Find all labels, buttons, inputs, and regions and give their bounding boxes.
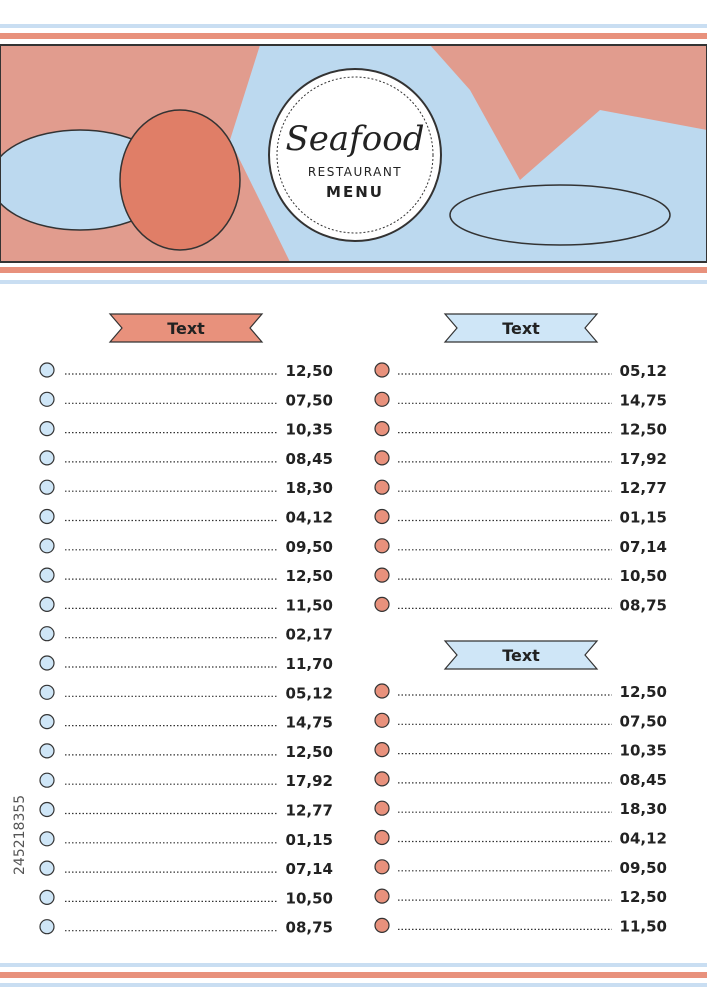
bullet [374,596,390,613]
bullet [39,567,55,583]
price: 12,50 [620,683,667,701]
section-heading: Text [167,319,205,338]
bullet [39,684,55,700]
bullet [374,829,390,846]
price: 01,15 [286,831,333,849]
bullet [39,626,55,642]
price: 10,50 [620,567,667,585]
price: 09,50 [286,538,333,556]
price: 02,17 [286,626,333,644]
menu-label: MENU [326,183,384,201]
bullet [39,743,55,759]
bullet [374,888,390,904]
section-heading: Text [502,319,540,338]
price: 12,77 [620,479,667,497]
bullet [374,391,390,407]
bullet [39,831,55,847]
price: 12,50 [286,743,333,761]
section-heading: Text [502,646,540,665]
bullet [39,889,55,906]
price: 10,35 [286,421,333,439]
subtitle: RESTAURANT [308,165,402,179]
price: 14,75 [620,391,667,409]
bullet [374,421,390,437]
bullet [374,917,390,934]
bullet [374,712,390,728]
price: 08,45 [620,771,667,789]
price: 08,45 [286,450,333,468]
ribbon [108,313,264,343]
bullet [39,655,55,671]
bullet [374,362,390,378]
price: 08,75 [286,919,333,937]
ribbon [443,640,599,670]
bullet [374,538,390,554]
price: 12,77 [286,802,333,820]
price: 07,50 [286,391,333,409]
bullet [374,450,390,466]
price: 05,12 [286,684,333,702]
bullet [39,508,55,525]
price: 08,75 [620,596,667,614]
bullet [374,683,390,699]
bullet [374,741,390,758]
bullet [39,713,55,730]
price: 12,50 [286,362,333,380]
price: 12,50 [620,421,667,439]
price: 14,75 [286,714,333,732]
bullet [374,567,390,583]
price: 12,50 [286,567,333,585]
bullet [39,538,55,554]
price: 10,35 [620,742,667,760]
bullet [374,771,390,787]
price: 12,50 [620,888,667,906]
bullet [39,919,55,935]
decor [0,24,707,987]
price: 05,12 [620,362,667,380]
price: 09,50 [620,859,667,877]
bullet [39,479,55,495]
bullet [374,479,390,495]
price: 01,15 [620,509,667,527]
price: 07,50 [620,712,667,730]
price: 04,12 [286,509,333,527]
bullet [39,421,55,437]
price: 17,92 [620,450,667,468]
price: 11,70 [286,655,333,673]
price: 18,30 [286,479,333,497]
bullet [39,362,55,378]
price: 04,12 [620,830,667,848]
bullet [374,800,390,816]
price: 07,14 [286,860,333,878]
price: 07,14 [620,538,667,556]
price: 18,30 [620,800,667,818]
price: 11,50 [620,917,667,935]
price: 11,50 [286,596,333,614]
price: 10,50 [286,889,333,907]
bullet [374,508,390,525]
bullet [39,772,55,788]
bullet [39,450,55,466]
price: 17,92 [286,772,333,790]
ribbon [443,313,599,343]
bullet [39,596,55,613]
bullet [39,860,55,876]
title: Seafood [286,119,425,159]
bullet [39,391,55,407]
watermark: 245218355 [12,795,28,875]
bullet [374,859,390,875]
bullet [39,801,55,818]
